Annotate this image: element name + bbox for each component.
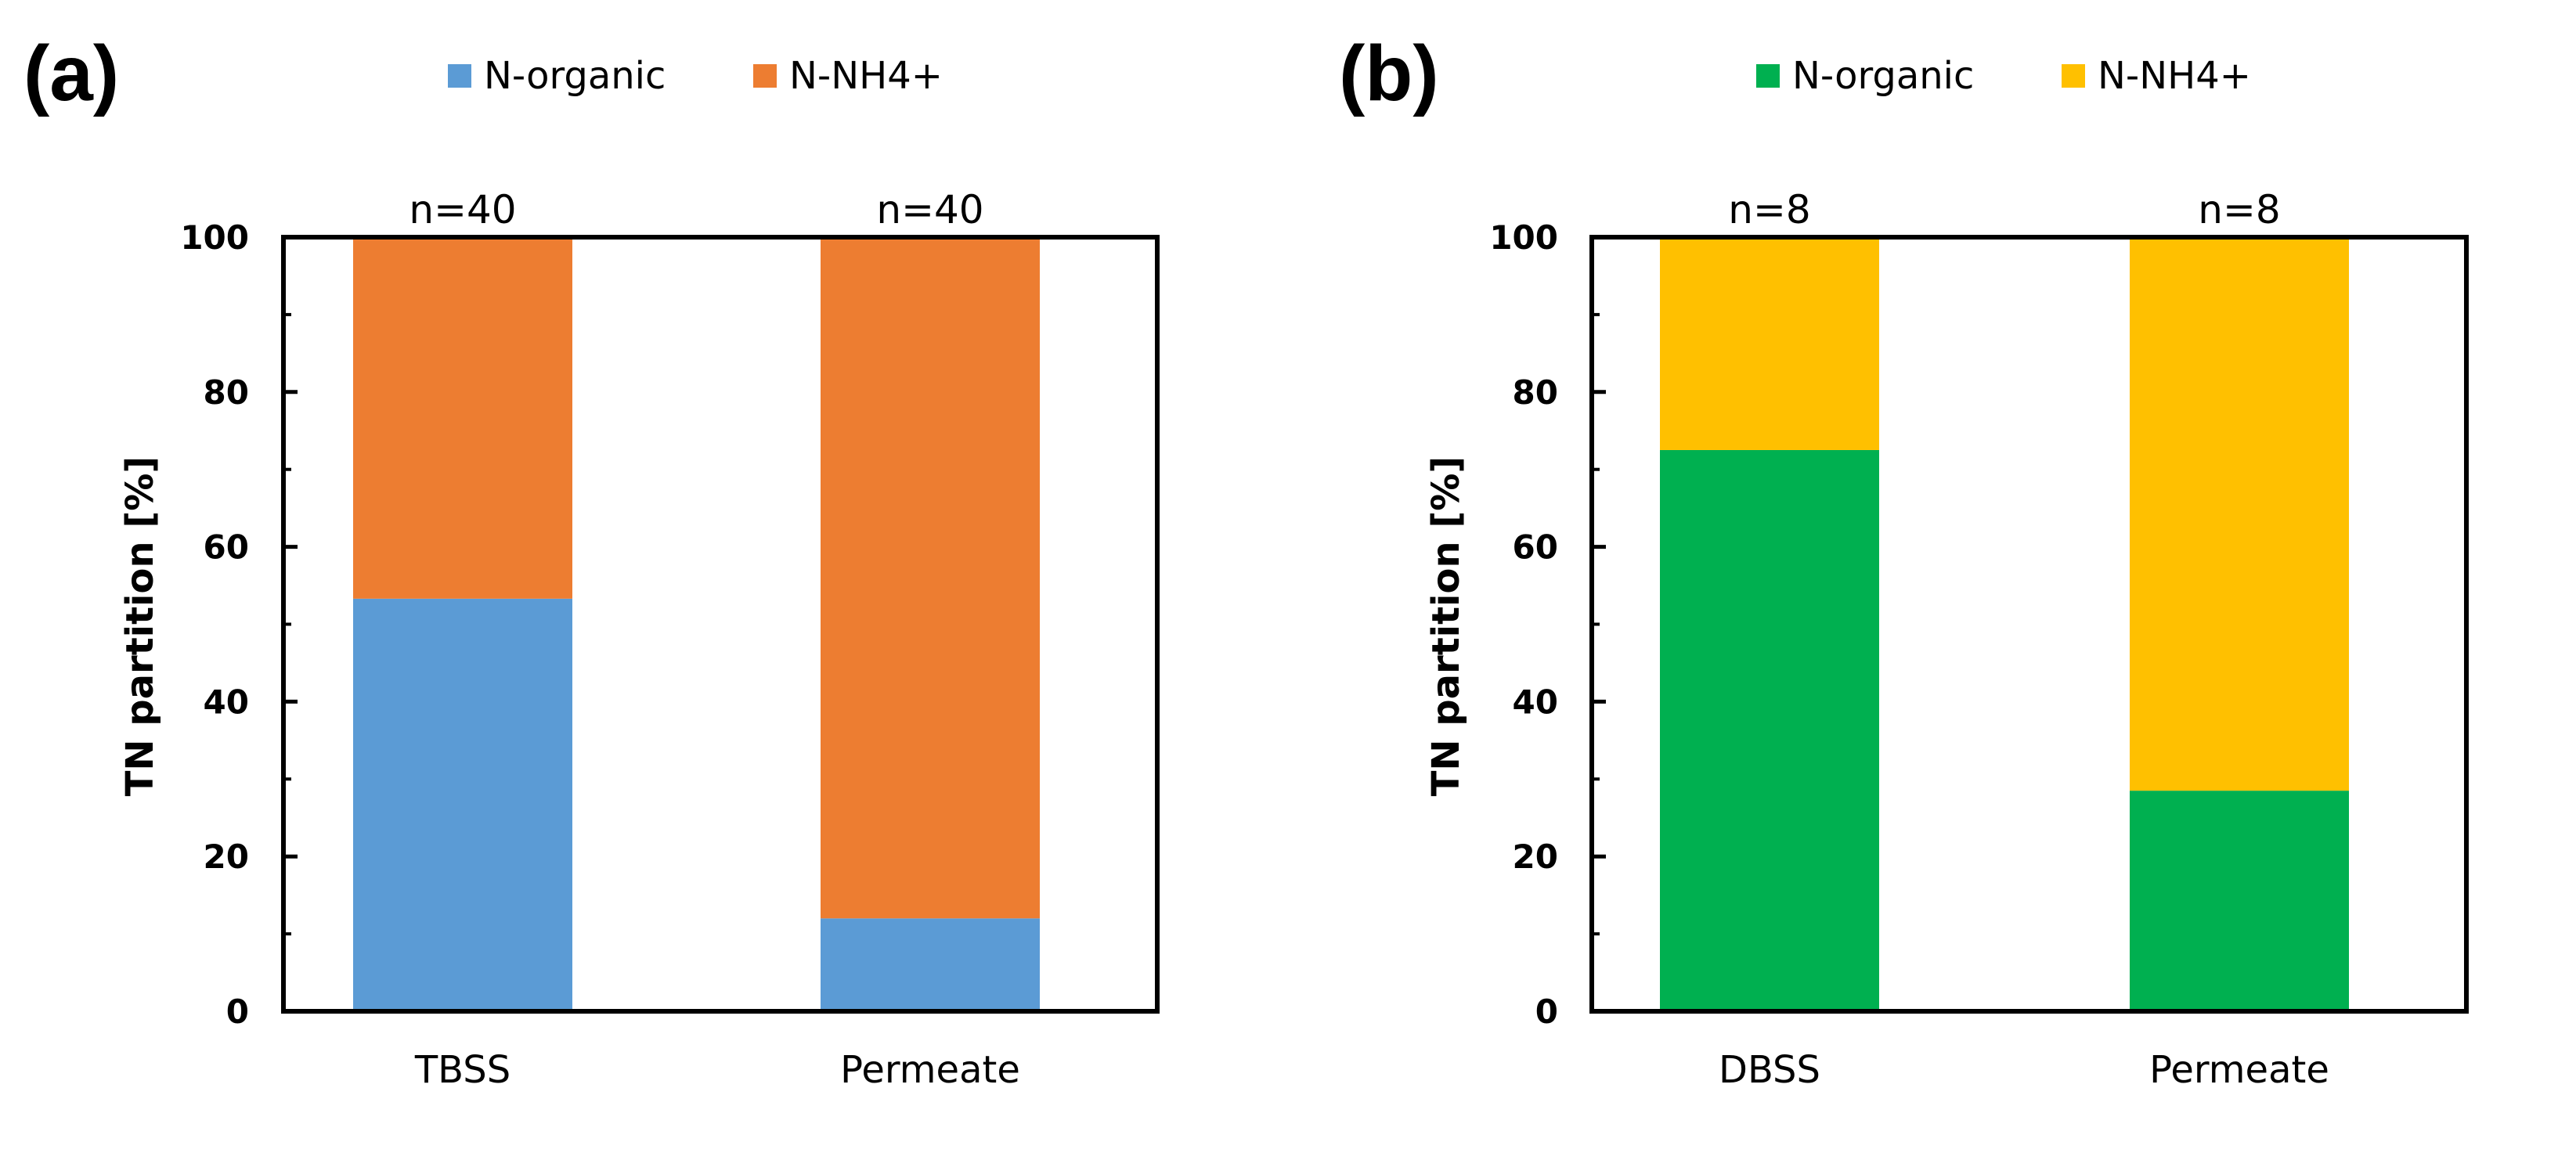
y-tick-label: 100	[1489, 218, 1558, 257]
panel-label-b: (b)	[1339, 30, 1439, 117]
n-label: n=40	[409, 187, 516, 232]
legend-label-n-nh4: N-NH4+	[789, 54, 943, 98]
bar-permeate-n-nh4	[821, 237, 1040, 919]
legend-label-n-organic: N-organic	[484, 54, 666, 98]
x-tick-label: Permeate	[2149, 1048, 2329, 1092]
y-tick-label: 100	[180, 218, 249, 257]
panel-a: (a) N-organic N-NH4+ TN partition [%] 0 2…	[23, 30, 1160, 1092]
x-tick-label: Permeate	[840, 1048, 1020, 1092]
legend-swatch-n-nh4	[2062, 64, 2085, 88]
y-tick-label: 60	[1513, 528, 1558, 567]
legend-label-n-nh4: N-NH4+	[2098, 54, 2251, 98]
y-tick-label: 0	[1535, 992, 1558, 1031]
y-tick-label: 80	[1513, 373, 1558, 412]
y-tick-label: 40	[204, 683, 249, 721]
bar-dbss-n-nh4	[1660, 237, 1879, 450]
legend-label-n-organic: N-organic	[1792, 54, 1974, 98]
y-ticks: 0 20 40 60 80 100	[180, 218, 298, 1031]
legend-swatch-n-organic	[448, 64, 471, 88]
y-axis-title: TN partition [%]	[118, 456, 162, 797]
x-tick-label: DBSS	[1719, 1048, 1820, 1092]
n-label: n=8	[2198, 187, 2280, 232]
bar-tbss-n-organic	[353, 598, 572, 1011]
y-tick-label: 20	[204, 838, 249, 876]
y-tick-label: 0	[226, 992, 249, 1031]
bar-permeate-n-organic	[821, 918, 1040, 1011]
y-tick-label: 80	[204, 373, 249, 412]
y-axis-title: TN partition [%]	[1424, 456, 1468, 797]
y-tick-label: 60	[204, 528, 249, 567]
y-tick-label: 20	[1513, 838, 1558, 876]
bar-dbss-n-organic	[1660, 449, 1879, 1011]
bar-permeate-n-nh4	[2130, 237, 2349, 791]
n-label: n=8	[1728, 187, 1810, 232]
bars	[353, 237, 1040, 1011]
y-tick-label: 40	[1513, 683, 1558, 721]
n-label: n=40	[876, 187, 983, 232]
plot-area-frame	[281, 235, 1160, 1014]
panel-label-a: (a)	[23, 30, 119, 117]
legend-swatch-n-nh4	[753, 64, 777, 88]
legend-swatch-n-organic	[1756, 64, 1780, 88]
bars	[1660, 237, 2349, 1011]
x-tick-label: TBSS	[414, 1048, 511, 1092]
panel-b: (b) N-organic N-NH4+ TN partition [%] 0 2…	[1339, 30, 2469, 1092]
y-ticks: 0 20 40 60 80 100	[1489, 218, 1606, 1031]
bar-permeate-n-organic	[2130, 791, 2349, 1011]
plot-area-frame	[1589, 235, 2469, 1014]
bar-tbss-n-nh4	[353, 237, 572, 599]
